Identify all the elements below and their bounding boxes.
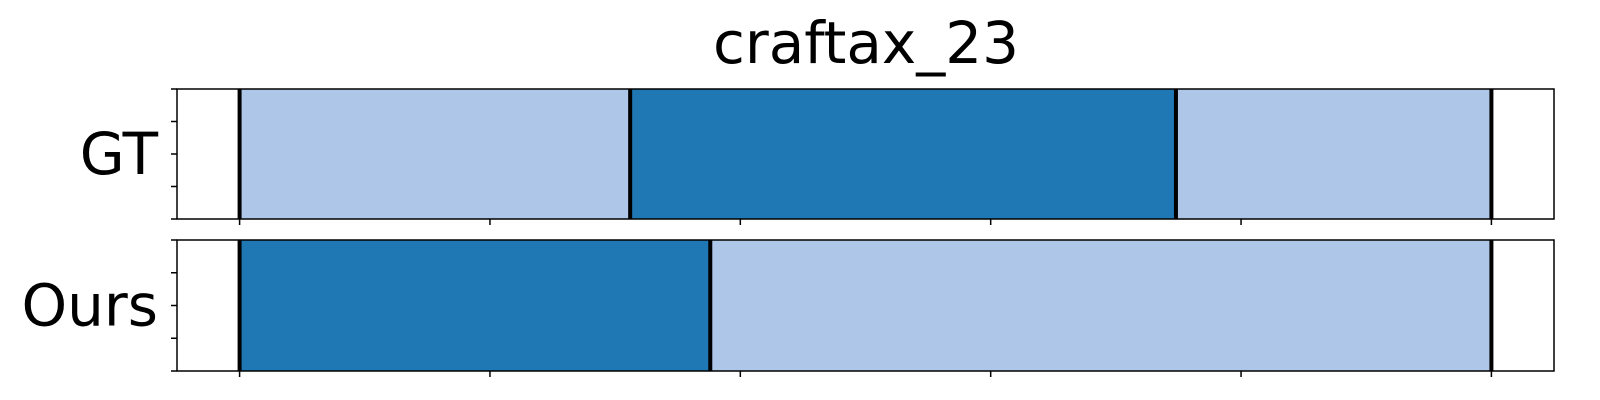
segment-ours-0 [239,240,711,371]
row-label-gt: GT [80,120,159,188]
segment-ours-1 [710,240,1492,371]
segment-gt-0 [239,89,631,219]
plot-area: GT Ours [22,88,1555,377]
segment-gt-2 [1175,89,1492,219]
segment-gt-1 [630,89,1176,219]
row-label-ours: Ours [22,272,158,340]
chart-title: craftax_23 [713,9,1019,77]
